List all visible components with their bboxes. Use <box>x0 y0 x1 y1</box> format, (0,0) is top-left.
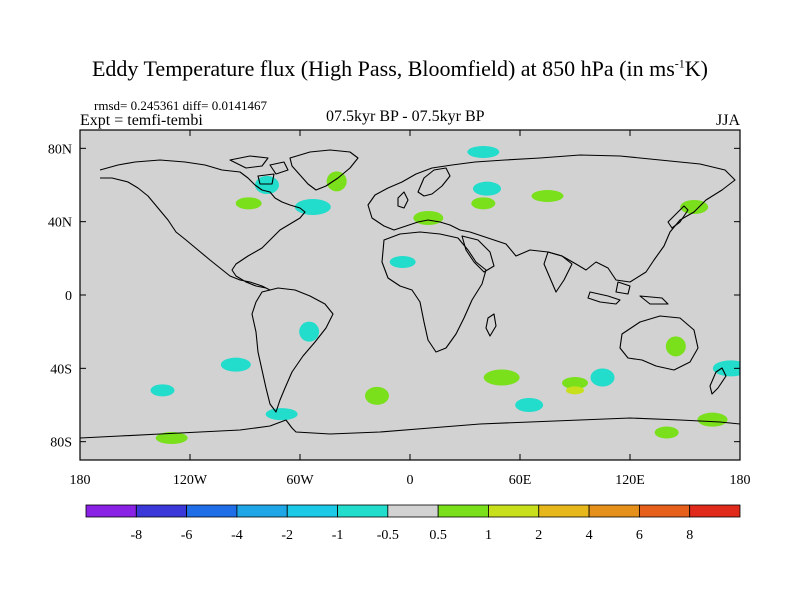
anomaly-region <box>665 336 686 357</box>
colorbar-swatch <box>337 504 389 518</box>
anomaly-region <box>531 190 564 202</box>
coastlines <box>80 149 740 439</box>
y-tick-label: 80N <box>48 142 72 157</box>
x-tick-label: 120E <box>615 473 645 488</box>
colorbar-label: -8 <box>130 528 142 543</box>
anomaly-region <box>483 369 520 386</box>
colorbar-label: 8 <box>686 528 693 543</box>
coast-arctic-islands <box>229 155 289 185</box>
colorbar-swatch <box>689 504 741 518</box>
coast-africa <box>381 231 487 353</box>
colorbar-swatch <box>638 504 691 518</box>
anomaly-region <box>473 181 501 196</box>
anomaly-region <box>471 197 496 210</box>
coast-greenland <box>289 149 359 191</box>
colorbar-swatch <box>387 504 439 518</box>
coast-north-america <box>99 159 306 291</box>
colorbar-swatch <box>186 504 238 518</box>
anomaly-region <box>235 197 262 210</box>
y-tick-label: 40N <box>48 216 72 231</box>
coast-britain <box>397 191 409 209</box>
colorbar-swatch <box>236 504 288 518</box>
colorbar-swatch <box>85 504 137 518</box>
anomaly-region <box>712 360 740 377</box>
colorbar-label: -2 <box>281 528 293 543</box>
colorbar-label: -4 <box>231 528 243 543</box>
anomaly-region <box>562 377 588 389</box>
coast-japan <box>667 205 689 229</box>
colorbar-label: 4 <box>586 528 593 543</box>
rmsd-diff-stats: rmsd= 0.245361 diff= 0.0141467 <box>94 98 267 113</box>
anomaly-region <box>150 384 175 397</box>
x-tick-label: 120W <box>173 473 208 488</box>
coast-australia <box>619 315 699 371</box>
y-tick-label: 40S <box>50 362 72 377</box>
coast-south-america <box>251 287 334 413</box>
coast-eurasia <box>367 154 736 283</box>
period-label: 07.5kyr BP - 07.5kyr BP <box>326 108 485 125</box>
chart-title: Eddy Temperature flux (High Pass, Bloomf… <box>91 56 708 81</box>
anomaly-region <box>467 146 500 158</box>
colorbar-swatch <box>588 504 640 518</box>
anomaly-region <box>294 199 331 215</box>
anomaly-region <box>220 357 251 372</box>
anomaly-region <box>515 398 544 412</box>
colorbar: -8 -6 -4 -2 -1 -0.5 0.5 1 2 4 6 8 <box>85 504 741 543</box>
anomaly-region <box>365 386 389 405</box>
anomaly-region <box>566 386 584 395</box>
colorbar-label: 6 <box>636 528 643 543</box>
anomaly-region <box>265 408 298 421</box>
anomaly-region <box>389 256 416 268</box>
y-tick-label: 0 <box>65 289 72 304</box>
anomaly-region <box>326 171 347 192</box>
colorbar-swatch <box>538 504 590 518</box>
x-tick-label: 0 <box>407 473 414 488</box>
experiment-label: Expt = temfi-tembi <box>80 112 203 129</box>
coast-madagascar <box>485 313 497 337</box>
coast-india <box>543 251 573 293</box>
colorbar-label: -6 <box>181 528 193 543</box>
colorbar-swatch <box>135 504 188 518</box>
anomaly-region <box>299 321 320 342</box>
colorbar-label: 1 <box>485 528 492 543</box>
colorbar-label: 0.5 <box>429 528 447 543</box>
map-axes: 180 120W 60W 0 60E 120E 180 80N 40N 0 40S 80S <box>48 130 751 488</box>
coast-antarctica <box>80 417 740 439</box>
y-tick-label: 80S <box>50 436 72 451</box>
coast-arabia <box>461 235 495 273</box>
colorbar-label: -1 <box>332 528 344 543</box>
anomaly-region <box>155 432 188 444</box>
colorbar-label: 2 <box>535 528 542 543</box>
season-label: JJA <box>716 112 741 129</box>
map-background <box>80 130 740 460</box>
colorbar-swatch <box>488 504 540 518</box>
anomaly-region <box>413 211 444 225</box>
x-tick-label: 60E <box>509 473 532 488</box>
coast-scandinavia <box>417 167 451 197</box>
anomaly-region <box>654 426 679 439</box>
anomaly-region <box>590 368 615 387</box>
colorbar-swatch <box>286 504 338 518</box>
x-tick-label: 180 <box>730 473 751 488</box>
x-tick-label: 60W <box>286 473 314 488</box>
colorbar-label: -0.5 <box>377 528 399 543</box>
coast-indonesia <box>587 281 669 305</box>
x-tick-label: 180 <box>70 473 91 488</box>
anomaly-region <box>697 412 728 427</box>
coast-new-zealand <box>709 367 727 395</box>
colorbar-swatch <box>437 504 489 518</box>
